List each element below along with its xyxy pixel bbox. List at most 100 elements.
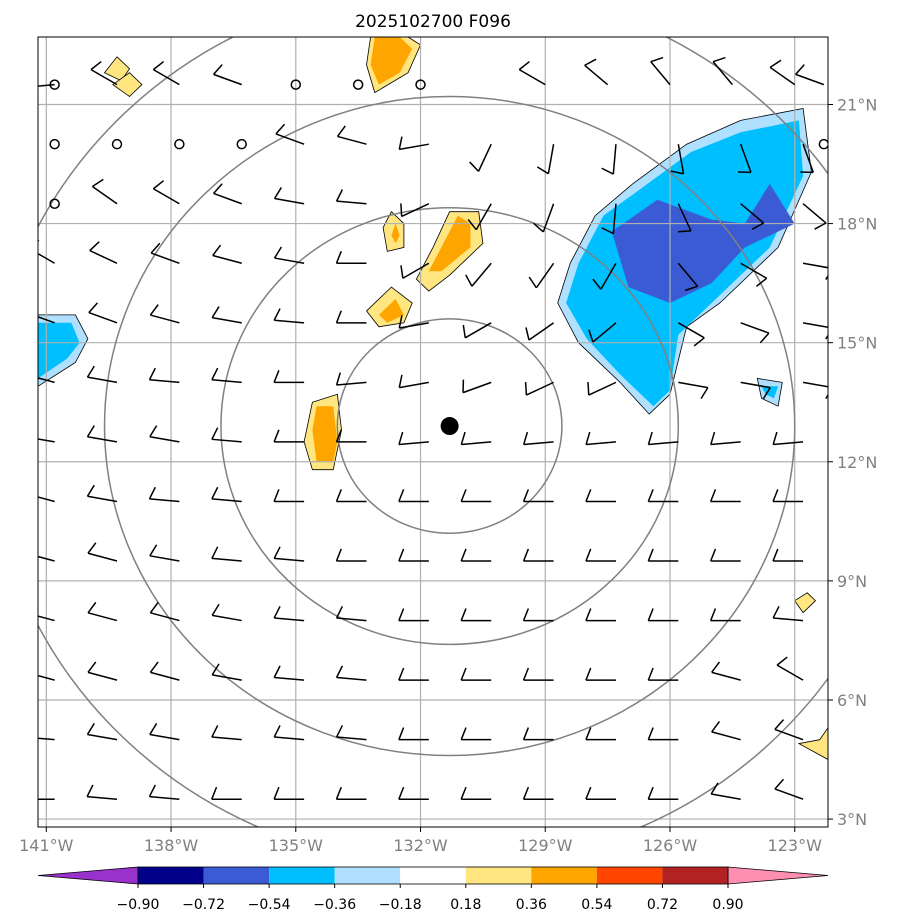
barb-flag xyxy=(273,308,281,321)
barb-shaft xyxy=(275,133,305,145)
barb-flag xyxy=(273,187,283,199)
barb-flag xyxy=(647,608,654,621)
wind-barb xyxy=(273,246,305,265)
barb-shaft xyxy=(711,793,741,800)
lon-tick-label: 132°W xyxy=(393,836,448,855)
colorbar-tick-label: 0.36 xyxy=(516,897,547,913)
barb-shaft xyxy=(471,262,492,287)
barb-flag xyxy=(601,167,614,175)
barb-flag xyxy=(86,722,95,735)
barb-flag xyxy=(650,56,664,63)
barb-flag xyxy=(211,786,218,800)
wind-barb xyxy=(26,483,55,503)
barb-flag xyxy=(398,548,405,562)
lon-tick-label: 129°W xyxy=(518,836,573,855)
wind-barb xyxy=(460,727,492,741)
lon-tick-label: 135°W xyxy=(269,836,324,855)
wind-barb xyxy=(335,725,367,741)
colorbar-tick-label: 0.72 xyxy=(647,897,678,913)
colorbar-tick-label: −0.36 xyxy=(313,897,356,913)
barb-shaft xyxy=(274,319,305,324)
barb-flag xyxy=(26,662,34,672)
barb-flag xyxy=(273,786,280,800)
wind-barb xyxy=(149,661,180,681)
barb-flag xyxy=(762,387,771,400)
wind-barb xyxy=(467,203,492,231)
longitude-ticks: 141°W 138°W 135°W 132°W 129°W 126°W 123°W xyxy=(19,827,822,855)
barb-flag xyxy=(647,667,654,681)
wind-barb xyxy=(400,203,430,218)
barb-shaft xyxy=(740,203,765,224)
wind-barb xyxy=(211,367,242,384)
barb-shaft xyxy=(740,262,768,279)
barb-flag xyxy=(87,601,97,614)
wind-barb xyxy=(592,262,617,290)
wind-barb xyxy=(601,144,617,175)
barb-flag xyxy=(524,382,528,396)
barb-flag xyxy=(275,123,286,135)
barb-flag xyxy=(647,431,653,445)
wind-barb xyxy=(647,489,679,503)
wind-barb xyxy=(772,548,804,562)
colorbar: −0.90 −0.72 −0.54 −0.36 −0.18 0.18 0.36 0.54 0.7… xyxy=(37,866,829,913)
wind-barb xyxy=(335,605,367,622)
barb-shaft xyxy=(612,144,617,175)
barb-flag xyxy=(149,661,159,673)
wind-barb xyxy=(522,786,554,800)
colorbar-outline xyxy=(137,866,729,885)
barb-flag xyxy=(87,542,97,554)
barb-flag xyxy=(825,334,828,340)
wind-barb xyxy=(86,484,118,503)
contour-region xyxy=(611,183,795,303)
wind-barb xyxy=(398,489,429,503)
barb-shaft xyxy=(274,257,305,265)
barb-flag xyxy=(273,725,281,738)
barb-flag xyxy=(525,327,530,341)
wind-barb xyxy=(273,370,305,384)
lat-tick-label: 21°N xyxy=(837,95,877,114)
barb-shaft xyxy=(677,203,692,232)
wind-barb xyxy=(800,143,815,174)
calm-circle xyxy=(290,79,302,90)
barb-shaft xyxy=(711,671,741,681)
wind-barb xyxy=(273,546,305,562)
barb-flag xyxy=(711,661,721,673)
barb-flag xyxy=(398,786,405,800)
barb-shaft xyxy=(274,197,305,205)
barb-shaft xyxy=(773,441,804,446)
wind-barb xyxy=(335,429,367,443)
barb-shaft xyxy=(336,736,367,741)
wind-barb xyxy=(584,58,609,86)
wind-barb xyxy=(273,786,305,800)
plot-frame xyxy=(37,36,829,828)
barb-flag xyxy=(149,601,159,614)
calm-circle xyxy=(49,138,60,150)
barb-shaft xyxy=(87,495,118,503)
barb-flag xyxy=(92,178,104,188)
barb-flag xyxy=(460,548,467,562)
barb-flag xyxy=(772,605,780,619)
barb-flag xyxy=(462,324,466,338)
colorbar-segment xyxy=(465,867,532,884)
wind-barb xyxy=(275,123,305,145)
barb-shaft xyxy=(402,262,430,279)
barb-shaft xyxy=(677,262,699,287)
barb-shaft xyxy=(650,61,671,86)
wind-barb xyxy=(740,262,768,287)
wind-barb xyxy=(87,601,118,622)
barb-flag xyxy=(335,725,344,738)
barb-flag xyxy=(152,60,165,71)
barb-flag xyxy=(148,784,156,797)
barb-flag xyxy=(86,784,94,797)
barb-flag xyxy=(398,136,403,150)
barb-flag xyxy=(677,230,692,233)
barb-shaft xyxy=(89,249,118,264)
wind-barb xyxy=(38,239,56,264)
barb-shaft xyxy=(211,498,242,503)
barb-shaft xyxy=(740,381,771,389)
range-ring xyxy=(336,318,563,534)
barb-flag xyxy=(26,483,34,493)
barb-flag xyxy=(335,372,342,386)
barb-flag xyxy=(522,786,530,800)
barb-flag xyxy=(149,722,158,735)
